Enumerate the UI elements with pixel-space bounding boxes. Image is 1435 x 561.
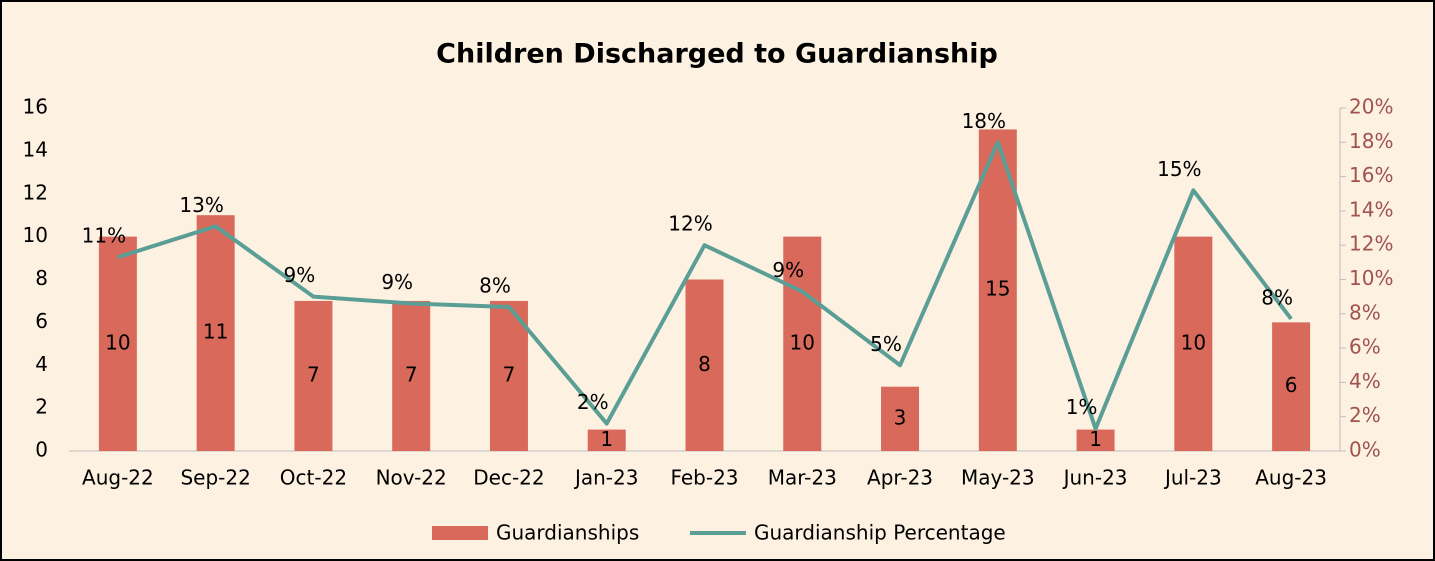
y-tick-label: 2 (35, 395, 48, 419)
line-label: 18% (962, 109, 1006, 133)
x-tick-label: Jan-23 (573, 466, 639, 490)
line-label: 15% (1157, 157, 1201, 181)
line-label: 8% (479, 273, 511, 297)
bar-label: 7 (307, 362, 320, 386)
line-label: 9% (772, 258, 804, 282)
bar-label: 3 (894, 405, 907, 429)
line-label: 2% (577, 390, 609, 414)
legend-label: Guardianships (496, 521, 639, 545)
bar-label: 7 (503, 362, 516, 386)
y-tick-label: 8 (35, 266, 48, 290)
line-label: 1% (1066, 395, 1098, 419)
bar (881, 386, 920, 451)
legend-swatch (432, 526, 488, 540)
x-tick-label: May-23 (961, 466, 1035, 490)
y2-tick-label: 12% (1349, 232, 1393, 256)
chart-title: Children Discharged to Guardianship (436, 39, 998, 70)
bar (587, 429, 626, 451)
x-tick-label: Mar-23 (768, 466, 837, 490)
bar-label: 10 (1181, 330, 1206, 354)
y2-tick-label: 20% (1349, 95, 1393, 119)
x-tick-label: Sep-22 (180, 466, 250, 490)
bar-label: 1 (600, 427, 613, 451)
line-label: 9% (284, 263, 316, 287)
bar-label: 11 (203, 320, 228, 344)
line-label: 13% (179, 193, 223, 217)
x-tick-label: Nov-22 (376, 466, 447, 490)
y-tick-label: 10 (23, 223, 48, 247)
y2-tick-label: 6% (1349, 335, 1381, 359)
bar (489, 300, 528, 451)
legend-label: Guardianship Percentage (754, 521, 1006, 545)
bar-label: 10 (105, 330, 130, 354)
bar-label: 10 (790, 330, 815, 354)
x-tick-label: Feb-23 (670, 466, 738, 490)
bar (98, 236, 137, 451)
x-tick-label: Aug-22 (82, 466, 154, 490)
y2-tick-label: 18% (1349, 129, 1393, 153)
y2-tick-label: 0% (1349, 438, 1381, 462)
line-label: 5% (870, 332, 902, 356)
bar (1174, 236, 1213, 451)
x-tick-label: Dec-22 (473, 466, 544, 490)
bar (294, 300, 333, 451)
line (117, 140, 1293, 431)
y2-tick-label: 8% (1349, 300, 1381, 324)
line-label: 8% (1261, 285, 1293, 309)
x-tick-label: Apr-23 (867, 466, 933, 490)
y-tick-label: 16 (23, 95, 48, 119)
x-tick-label: Aug-23 (1255, 466, 1327, 490)
bar (685, 279, 724, 451)
line-label: 11% (82, 224, 126, 248)
y2-tick-label: 2% (1349, 403, 1381, 427)
y-tick-label: 12 (23, 180, 48, 204)
x-tick-label: Oct-22 (280, 466, 347, 490)
bar-label: 6 (1285, 373, 1298, 397)
bar-label: 7 (405, 362, 418, 386)
line-label: 9% (381, 270, 413, 294)
x-tick-label: Jul-23 (1163, 466, 1222, 490)
bar-label: 1 (1089, 427, 1102, 451)
bar-label: 8 (698, 352, 711, 376)
y2-tick-label: 10% (1349, 266, 1393, 290)
bar-label: 15 (985, 277, 1010, 301)
y2-tick-label: 16% (1349, 163, 1393, 187)
bar (196, 215, 235, 451)
y-tick-label: 6 (35, 309, 48, 333)
y-tick-label: 0 (35, 438, 48, 462)
bar (392, 300, 431, 451)
line-label: 12% (668, 212, 712, 236)
y2-tick-label: 14% (1349, 197, 1393, 221)
y-tick-label: 4 (35, 352, 48, 376)
bar (783, 236, 822, 451)
y2-tick-label: 4% (1349, 369, 1381, 393)
y-tick-label: 14 (23, 137, 48, 161)
bar (1076, 429, 1115, 451)
bar (1272, 322, 1311, 451)
x-tick-label: Jun-23 (1062, 466, 1128, 490)
